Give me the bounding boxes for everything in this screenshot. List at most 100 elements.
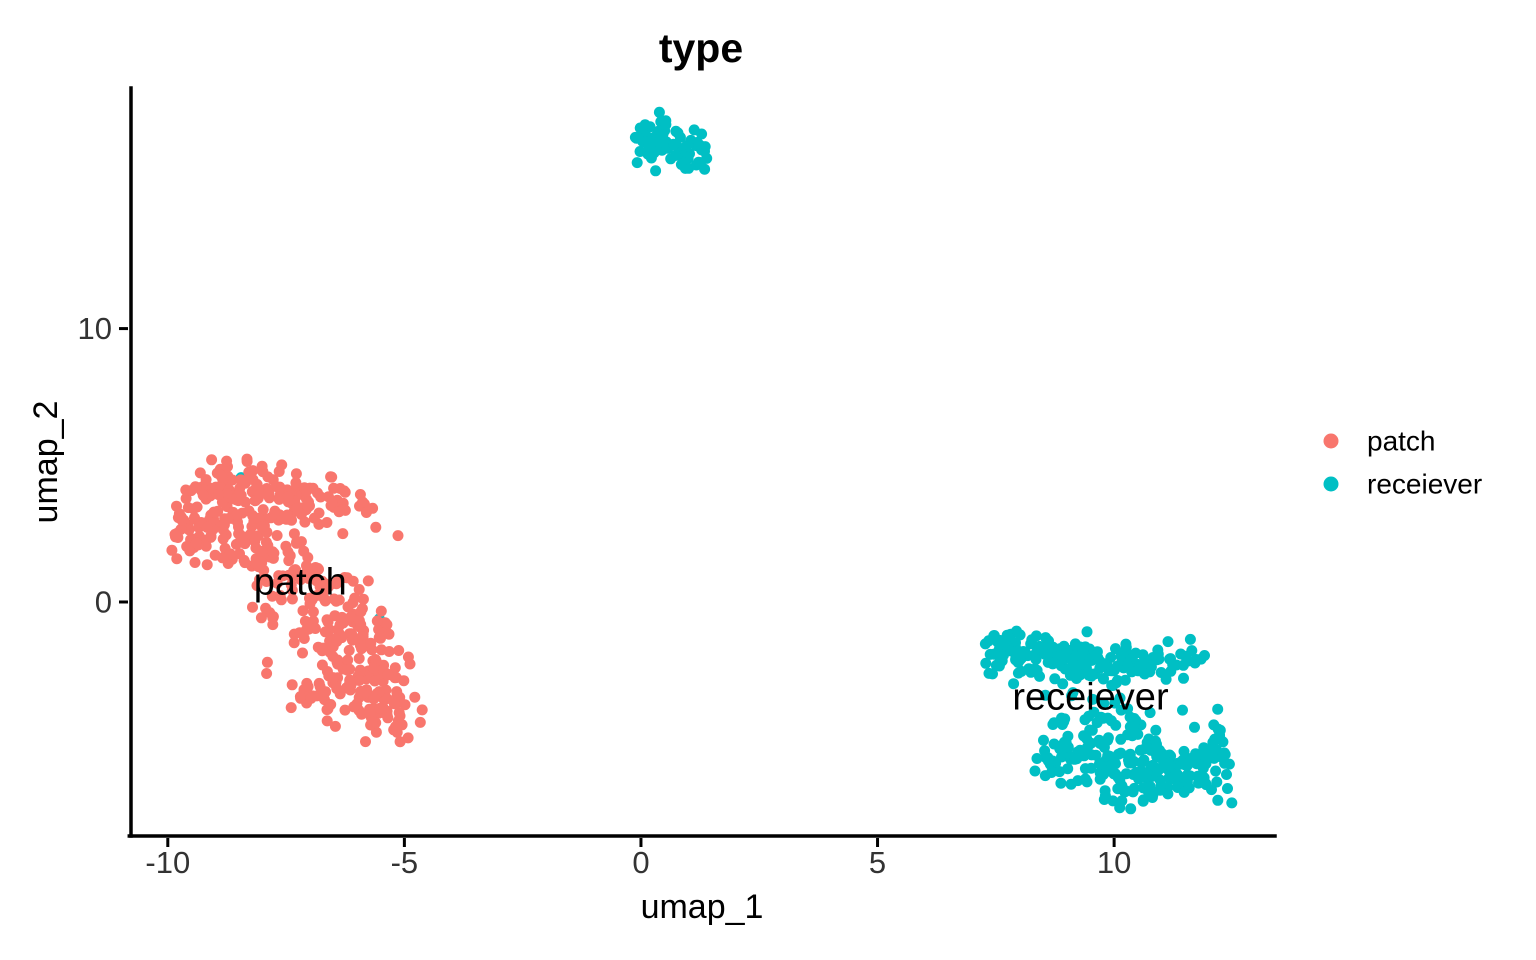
data-point — [194, 467, 206, 479]
data-point — [1071, 673, 1082, 684]
x-tick-label: 5 — [869, 845, 886, 880]
data-point — [1009, 646, 1021, 658]
data-point — [1014, 629, 1026, 641]
data-point — [1054, 766, 1065, 778]
data-point — [984, 648, 996, 660]
y-axis-title: umap_2 — [27, 401, 65, 524]
data-point — [355, 606, 367, 618]
data-point — [1091, 717, 1103, 729]
data-point — [1025, 666, 1037, 678]
data-point — [983, 667, 995, 679]
data-point — [416, 704, 428, 716]
data-point — [291, 536, 303, 548]
data-point — [355, 685, 367, 697]
data-point — [390, 721, 402, 733]
data-point — [302, 681, 314, 693]
data-point — [1119, 674, 1131, 686]
data-point — [275, 594, 287, 606]
data-point — [1098, 698, 1110, 710]
data-point — [645, 152, 657, 164]
legend-swatch-receiever-icon — [1323, 476, 1339, 492]
data-point — [201, 559, 213, 571]
data-point — [256, 521, 268, 533]
data-point — [171, 553, 183, 565]
data-point — [1144, 707, 1156, 719]
cluster-labels: patch receiever — [254, 561, 1169, 718]
data-point — [1197, 775, 1209, 787]
data-point — [668, 139, 680, 150]
data-point — [260, 536, 272, 548]
data-point — [249, 557, 261, 569]
data-point — [1178, 786, 1190, 798]
data-point — [217, 552, 228, 564]
data-point — [1137, 795, 1149, 807]
data-point — [343, 644, 355, 656]
y-tick-label: 0 — [95, 584, 112, 619]
data-point — [1221, 769, 1232, 780]
cluster-label-receiever: receiever — [1012, 677, 1169, 719]
data-point — [1012, 667, 1024, 679]
data-point — [166, 544, 178, 556]
data-point — [1182, 771, 1194, 783]
data-point — [1026, 634, 1038, 646]
data-point — [1123, 757, 1135, 769]
data-point — [201, 521, 213, 533]
data-point — [261, 668, 273, 679]
data-point — [1079, 763, 1091, 775]
x-tick-label: -5 — [391, 845, 419, 880]
data-point — [312, 562, 324, 574]
data-point — [631, 157, 643, 169]
data-point — [353, 615, 365, 627]
data-point — [1087, 693, 1099, 705]
data-point — [1144, 781, 1156, 793]
data-point — [1106, 758, 1118, 770]
data-point — [383, 628, 395, 640]
data-point — [247, 465, 259, 477]
data-point — [1120, 638, 1132, 650]
data-point — [1081, 626, 1093, 638]
data-point — [366, 715, 378, 727]
data-point — [239, 557, 251, 569]
data-point — [1043, 656, 1055, 668]
data-point — [215, 469, 227, 481]
data-point — [365, 637, 377, 649]
data-point — [180, 493, 192, 504]
data-point — [342, 664, 353, 676]
data-point — [294, 691, 306, 703]
data-point — [675, 159, 687, 170]
data-point — [189, 512, 200, 524]
data-point — [312, 487, 323, 499]
data-point — [367, 502, 379, 514]
data-point — [634, 122, 646, 134]
legend-item-receiever: receiever — [1323, 469, 1482, 500]
data-point — [285, 579, 297, 591]
data-point — [360, 736, 371, 748]
data-point — [634, 146, 646, 157]
data-point — [256, 460, 268, 472]
data-point — [316, 645, 328, 657]
data-point — [388, 698, 400, 710]
data-point — [1097, 673, 1109, 685]
data-point — [342, 654, 354, 666]
data-point — [213, 489, 224, 501]
data-point — [260, 602, 272, 614]
data-point — [669, 150, 681, 161]
data-point — [290, 468, 302, 480]
data-point — [319, 626, 331, 638]
data-point — [1201, 751, 1213, 763]
data-point — [1065, 778, 1077, 790]
data-point — [1029, 765, 1041, 777]
data-point — [1109, 697, 1121, 709]
data-point — [263, 487, 275, 499]
data-point — [288, 528, 300, 540]
data-point — [327, 672, 339, 684]
data-point — [643, 140, 655, 152]
data-point — [1152, 764, 1164, 776]
data-point — [261, 656, 273, 668]
data-point — [1112, 771, 1124, 783]
data-point — [696, 128, 708, 140]
data-point — [282, 491, 294, 503]
data-point — [1115, 747, 1127, 759]
data-point — [255, 612, 267, 624]
data-point — [398, 675, 410, 687]
